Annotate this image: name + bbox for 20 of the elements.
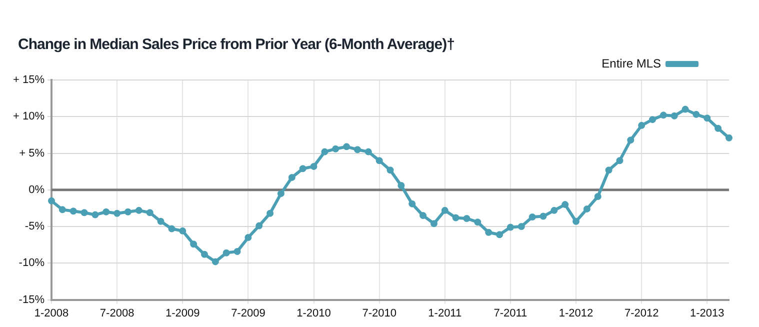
y-tick-label: -5% — [24, 220, 45, 233]
y-tick-label: -15% — [18, 294, 45, 306]
chart-title: Change in Median Sales Price from Prior Year (6-Month Average)† — [18, 36, 454, 53]
x-tick-label: 1-2013 — [690, 307, 724, 320]
y-tick-label: 0% — [28, 184, 45, 196]
x-tick-label: 1-2008 — [34, 307, 69, 320]
x-tick-label: 7-2009 — [231, 307, 266, 320]
x-tick-label: 1-2009 — [165, 307, 200, 320]
legend-label: Entire MLS — [602, 56, 661, 70]
y-tick-label: -10% — [18, 257, 45, 270]
x-tick-label: 1-2011 — [428, 307, 462, 320]
x-tick-label: 7-2012 — [624, 307, 659, 320]
x-tick-label: 1-2010 — [296, 307, 331, 320]
y-tick-label: + 15% — [12, 74, 45, 86]
x-tick-label: 1-2012 — [558, 307, 594, 320]
y-tick-label: + 10% — [12, 110, 45, 123]
x-tick-label: 7-2008 — [100, 307, 134, 320]
x-tick-label: 7-2011 — [494, 307, 528, 320]
x-tick-label: 7-2010 — [362, 307, 396, 320]
y-tick-label: + 5% — [19, 147, 45, 160]
